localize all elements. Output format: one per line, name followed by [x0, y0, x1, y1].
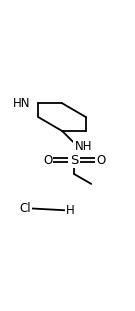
- Text: Cl: Cl: [19, 202, 31, 215]
- Text: S: S: [70, 154, 78, 167]
- Text: NH: NH: [75, 140, 92, 153]
- Text: HN: HN: [13, 97, 31, 110]
- Text: O: O: [96, 154, 105, 167]
- Text: H: H: [66, 204, 75, 217]
- Text: O: O: [43, 154, 52, 167]
